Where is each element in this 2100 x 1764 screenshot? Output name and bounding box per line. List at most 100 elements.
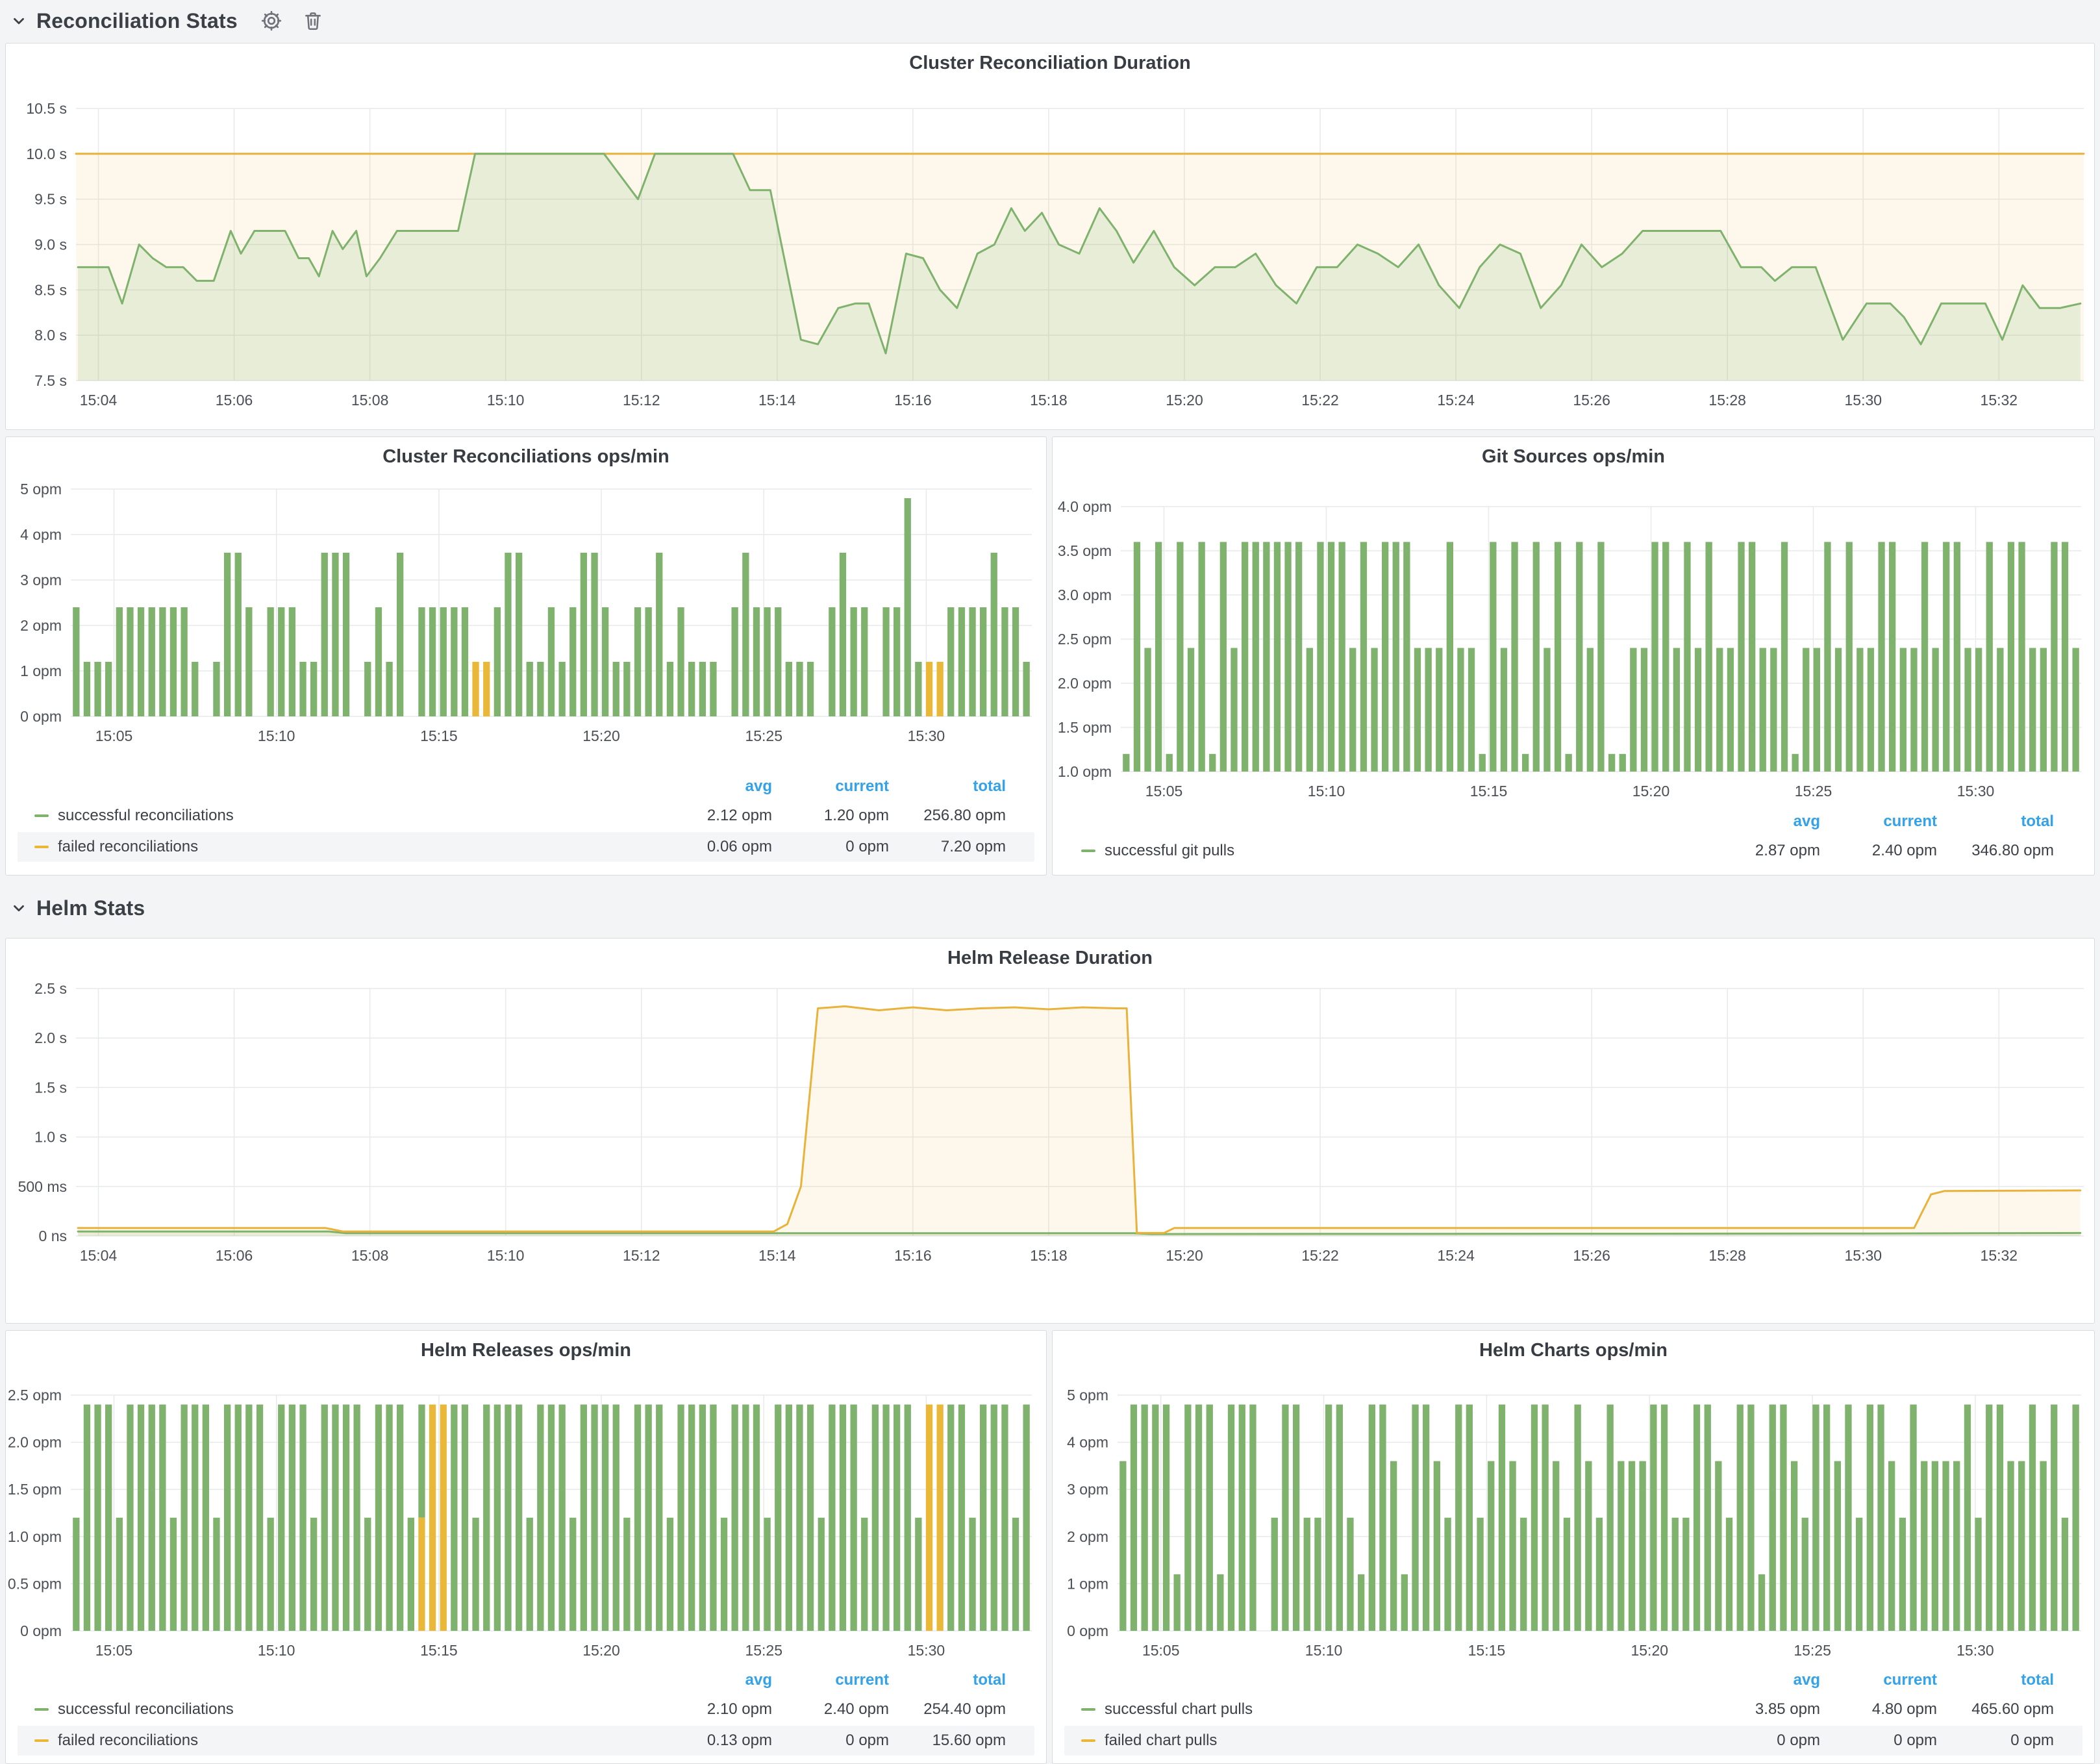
legend-sort-total[interactable]: total: [973, 1671, 1006, 1689]
svg-text:4 opm: 4 opm: [20, 526, 62, 543]
panel-title[interactable]: Helm Charts ops/min: [1479, 1340, 1668, 1361]
legend-sort-avg[interactable]: avg: [1793, 1671, 1820, 1689]
svg-text:15:15: 15:15: [420, 727, 458, 744]
legend-label[interactable]: successful git pulls: [1105, 842, 1235, 859]
svg-text:15:28: 15:28: [1708, 392, 1746, 409]
svg-text:500 ms: 500 ms: [18, 1178, 67, 1195]
svg-text:15:15: 15:15: [1468, 1642, 1506, 1659]
svg-text:15:26: 15:26: [1573, 392, 1610, 409]
svg-text:15:15: 15:15: [420, 1642, 458, 1659]
svg-text:4 opm: 4 opm: [1067, 1434, 1108, 1451]
svg-text:10.0 s: 10.0 s: [26, 145, 67, 162]
legend-label[interactable]: failed chart pulls: [1105, 1732, 1218, 1749]
legend-label[interactable]: successful reconciliations: [58, 1700, 234, 1718]
stat-avg: 0 opm: [1777, 1732, 1820, 1749]
legend-sort-current[interactable]: current: [835, 1671, 889, 1689]
svg-text:15:10: 15:10: [487, 1247, 525, 1264]
svg-text:3.0 opm: 3.0 opm: [1058, 586, 1112, 603]
helm-release-duration-chart[interactable]: 15:04 15:06 15:08 15:10 15:12 15:14 15:16 15:18…: [6, 939, 2094, 1323]
section-title: Helm Stats: [36, 896, 145, 920]
stat-total: 0 opm: [2010, 1732, 2054, 1749]
section-reconciliation-stats[interactable]: Reconciliation Stats: [10, 4, 327, 38]
stat-current: 0 opm: [845, 1732, 889, 1749]
gear-icon[interactable]: [257, 6, 286, 35]
svg-text:1.0 opm: 1.0 opm: [8, 1528, 62, 1545]
legend-sort-total[interactable]: total: [2021, 1671, 2054, 1689]
svg-text:15:16: 15:16: [894, 1247, 932, 1264]
svg-text:2 opm: 2 opm: [1067, 1528, 1108, 1545]
panel-title[interactable]: Helm Release Duration: [947, 948, 1153, 968]
svg-text:15:26: 15:26: [1573, 1247, 1610, 1264]
legend-header: avg current total: [18, 774, 1034, 799]
legend-sort-avg[interactable]: avg: [1793, 813, 1820, 830]
svg-text:2.0 opm: 2.0 opm: [1058, 675, 1112, 692]
legend-row: failed reconciliations 0.13 opm 0 opm 15…: [18, 1726, 1034, 1756]
panel-helm-releases-opm: Helm Releases ops/min 15:05 15:10 15:15 15:…: [5, 1330, 1047, 1764]
legend-label[interactable]: successful chart pulls: [1105, 1700, 1253, 1718]
legend-label[interactable]: successful reconciliations: [58, 807, 234, 824]
svg-text:0 opm: 0 opm: [20, 1622, 62, 1639]
svg-text:15:20: 15:20: [1632, 783, 1670, 800]
legend-row: successful reconciliations 2.10 opm 2.40…: [18, 1695, 1034, 1724]
legend-sort-avg[interactable]: avg: [745, 1671, 772, 1689]
svg-text:15:16: 15:16: [894, 392, 932, 409]
svg-text:15:22: 15:22: [1301, 392, 1339, 409]
svg-text:15:06: 15:06: [216, 392, 253, 409]
legend-sort-total[interactable]: total: [973, 777, 1006, 795]
svg-text:15:25: 15:25: [745, 727, 782, 744]
svg-text:2.5 opm: 2.5 opm: [8, 1387, 62, 1404]
legend-row: successful chart pulls 3.85 opm 4.80 opm…: [1064, 1695, 2082, 1724]
legend-sort-total[interactable]: total: [2021, 813, 2054, 830]
series-swatch-green: [1081, 850, 1095, 852]
svg-text:15:30: 15:30: [1956, 1642, 1994, 1659]
svg-text:15:25: 15:25: [1795, 783, 1832, 800]
svg-text:0.5 opm: 0.5 opm: [8, 1575, 62, 1592]
legend-sort-current[interactable]: current: [1883, 1671, 1937, 1689]
svg-text:2.5 opm: 2.5 opm: [1058, 631, 1112, 648]
svg-text:3 opm: 3 opm: [20, 572, 62, 588]
svg-text:15:04: 15:04: [80, 392, 118, 409]
stat-current: 1.20 opm: [823, 807, 889, 824]
cluster-reconciliation-duration-chart[interactable]: 15:04 15:06 15:08 15:10 15:12 15:14 15:16 15:18…: [6, 44, 2094, 429]
stat-current: 2.40 opm: [823, 1700, 889, 1718]
svg-text:15:25: 15:25: [745, 1642, 782, 1659]
panel-title[interactable]: Git Sources ops/min: [1482, 446, 1665, 467]
svg-text:15:08: 15:08: [351, 392, 389, 409]
series-swatch-orange: [34, 1739, 49, 1742]
legend-header: avg current total: [1064, 809, 2082, 834]
svg-text:15:05: 15:05: [1145, 783, 1183, 800]
svg-text:15:05: 15:05: [1142, 1642, 1180, 1659]
helm-charts-opm-chart[interactable]: 15:05 15:10 15:15 15:20 15:25 15:30 0 opm 1 opm…: [1053, 1331, 2094, 1763]
series-swatch-orange: [1081, 1739, 1095, 1742]
panel-helm-charts-opm: Helm Charts ops/min 15:05 15:10 15:15 15:20…: [1052, 1330, 2095, 1764]
stat-avg: 0.13 opm: [706, 1732, 772, 1749]
trash-icon[interactable]: [299, 6, 327, 35]
section-helm-stats[interactable]: Helm Stats: [10, 891, 145, 925]
svg-text:2 opm: 2 opm: [20, 617, 62, 634]
svg-text:1.0 opm: 1.0 opm: [1058, 763, 1112, 780]
svg-text:15:30: 15:30: [908, 727, 945, 744]
cluster-reconciliations-opm-chart[interactable]: 15:05 15:10 15:15 15:20 15:25 15:30 0 opm 1 opm…: [6, 437, 1046, 875]
legend-sort-current[interactable]: current: [1883, 813, 1937, 830]
svg-text:1.0 s: 1.0 s: [34, 1129, 67, 1146]
svg-text:2.0 s: 2.0 s: [34, 1029, 67, 1046]
panel-cluster-reconciliations-opm: Cluster Reconciliations ops/min 15:05 15:…: [5, 436, 1047, 876]
legend-label[interactable]: failed reconciliations: [58, 1732, 199, 1749]
legend-sort-current[interactable]: current: [835, 777, 889, 795]
legend-sort-avg[interactable]: avg: [745, 777, 772, 795]
legend-row: failed reconciliations 0.06 opm 0 opm 7.…: [18, 832, 1034, 862]
legend-header: avg current total: [1064, 1668, 2082, 1693]
helm-releases-opm-chart[interactable]: 15:05 15:10 15:15 15:20 15:25 15:30 0 opm 0.5 o…: [6, 1331, 1046, 1763]
svg-text:15:14: 15:14: [758, 392, 796, 409]
panel-title[interactable]: Helm Releases ops/min: [421, 1340, 631, 1361]
legend-row: successful git pulls 2.87 opm 2.40 opm 3…: [1064, 836, 2082, 866]
panel-title[interactable]: Cluster Reconciliation Duration: [909, 53, 1191, 73]
git-sources-opm-chart[interactable]: 15:05 15:10 15:15 15:20 15:25 15:30 1.0 opm 1.5…: [1053, 437, 2094, 875]
legend-label[interactable]: failed reconciliations: [58, 838, 199, 855]
stat-total: 254.40 opm: [923, 1700, 1006, 1718]
svg-text:15:10: 15:10: [258, 727, 295, 744]
svg-text:15:20: 15:20: [582, 1642, 620, 1659]
svg-text:15:10: 15:10: [258, 1642, 295, 1659]
panel-title[interactable]: Cluster Reconciliations ops/min: [382, 446, 669, 467]
svg-text:15:25: 15:25: [1794, 1642, 1831, 1659]
